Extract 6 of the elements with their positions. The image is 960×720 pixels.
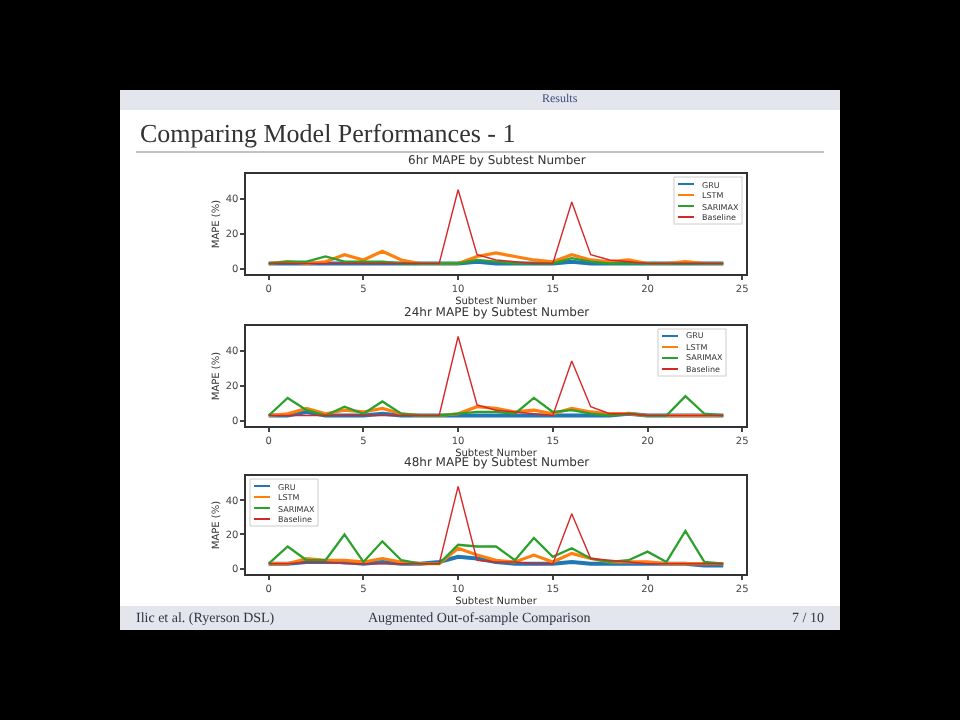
line-series — [267, 529, 725, 565]
text: Comparing Model Performances - 1 — [140, 118, 516, 148]
line-series — [267, 546, 725, 566]
line-series — [268, 335, 724, 417]
line-series — [267, 395, 725, 417]
line-series — [268, 485, 724, 565]
